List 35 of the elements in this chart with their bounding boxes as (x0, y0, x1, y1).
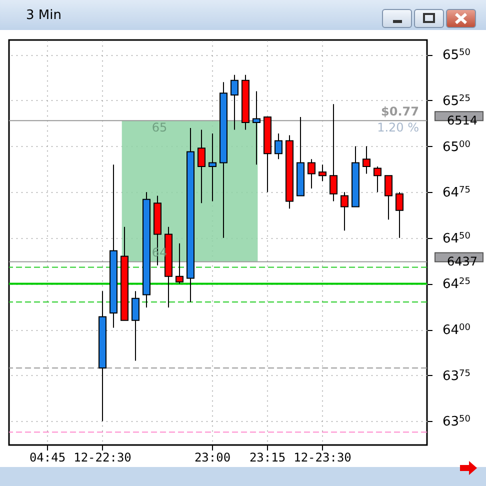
y-tick-label: 65$^{50}$ (442, 48, 471, 64)
chart-title: 3 Min (26, 8, 62, 23)
candlestick (198, 129, 206, 204)
candlestick (330, 104, 338, 202)
candlestick (308, 158, 316, 189)
ref-line-label: 6514 (447, 114, 478, 128)
y-tick-label: 65$^{25}$ (442, 94, 470, 109)
candlestick (252, 90, 260, 166)
annotation: $0.77 (381, 104, 419, 119)
candlestick (374, 166, 382, 193)
y-tick-label: 64$^{25}$ (442, 277, 470, 292)
y-tick-label: 65$^{00}$ (442, 140, 471, 155)
x-tick-label: 12-22:30 (74, 450, 132, 464)
candlestick (208, 132, 216, 202)
annotation: 1.20 % (377, 120, 419, 135)
annotation: 65 (152, 120, 168, 135)
y-tick-label: 64$^{50}$ (442, 231, 471, 246)
x-tick-label: 23:15 (249, 450, 286, 464)
candlestick (362, 146, 370, 174)
candlestick (396, 192, 404, 238)
candlestick (230, 74, 238, 130)
y-tick-label: 64$^{75}$ (442, 186, 470, 201)
x-tick-label: 12-23:30 (294, 450, 352, 464)
y-tick-label: 63$^{50}$ (442, 414, 471, 430)
candlestick (318, 164, 326, 182)
candlestick (384, 175, 392, 220)
ref-line-label: 6437 (447, 254, 478, 269)
candlestick (132, 290, 140, 362)
candlestick (274, 132, 282, 160)
candlestick (176, 242, 184, 284)
x-tick-label: 23:00 (194, 450, 231, 464)
candlestick (340, 192, 348, 232)
y-tick-label: 64$^{00}$ (442, 323, 471, 338)
x-tick-label: 04:45 (29, 450, 66, 464)
y-tick-label: 63$^{75}$ (442, 368, 470, 384)
